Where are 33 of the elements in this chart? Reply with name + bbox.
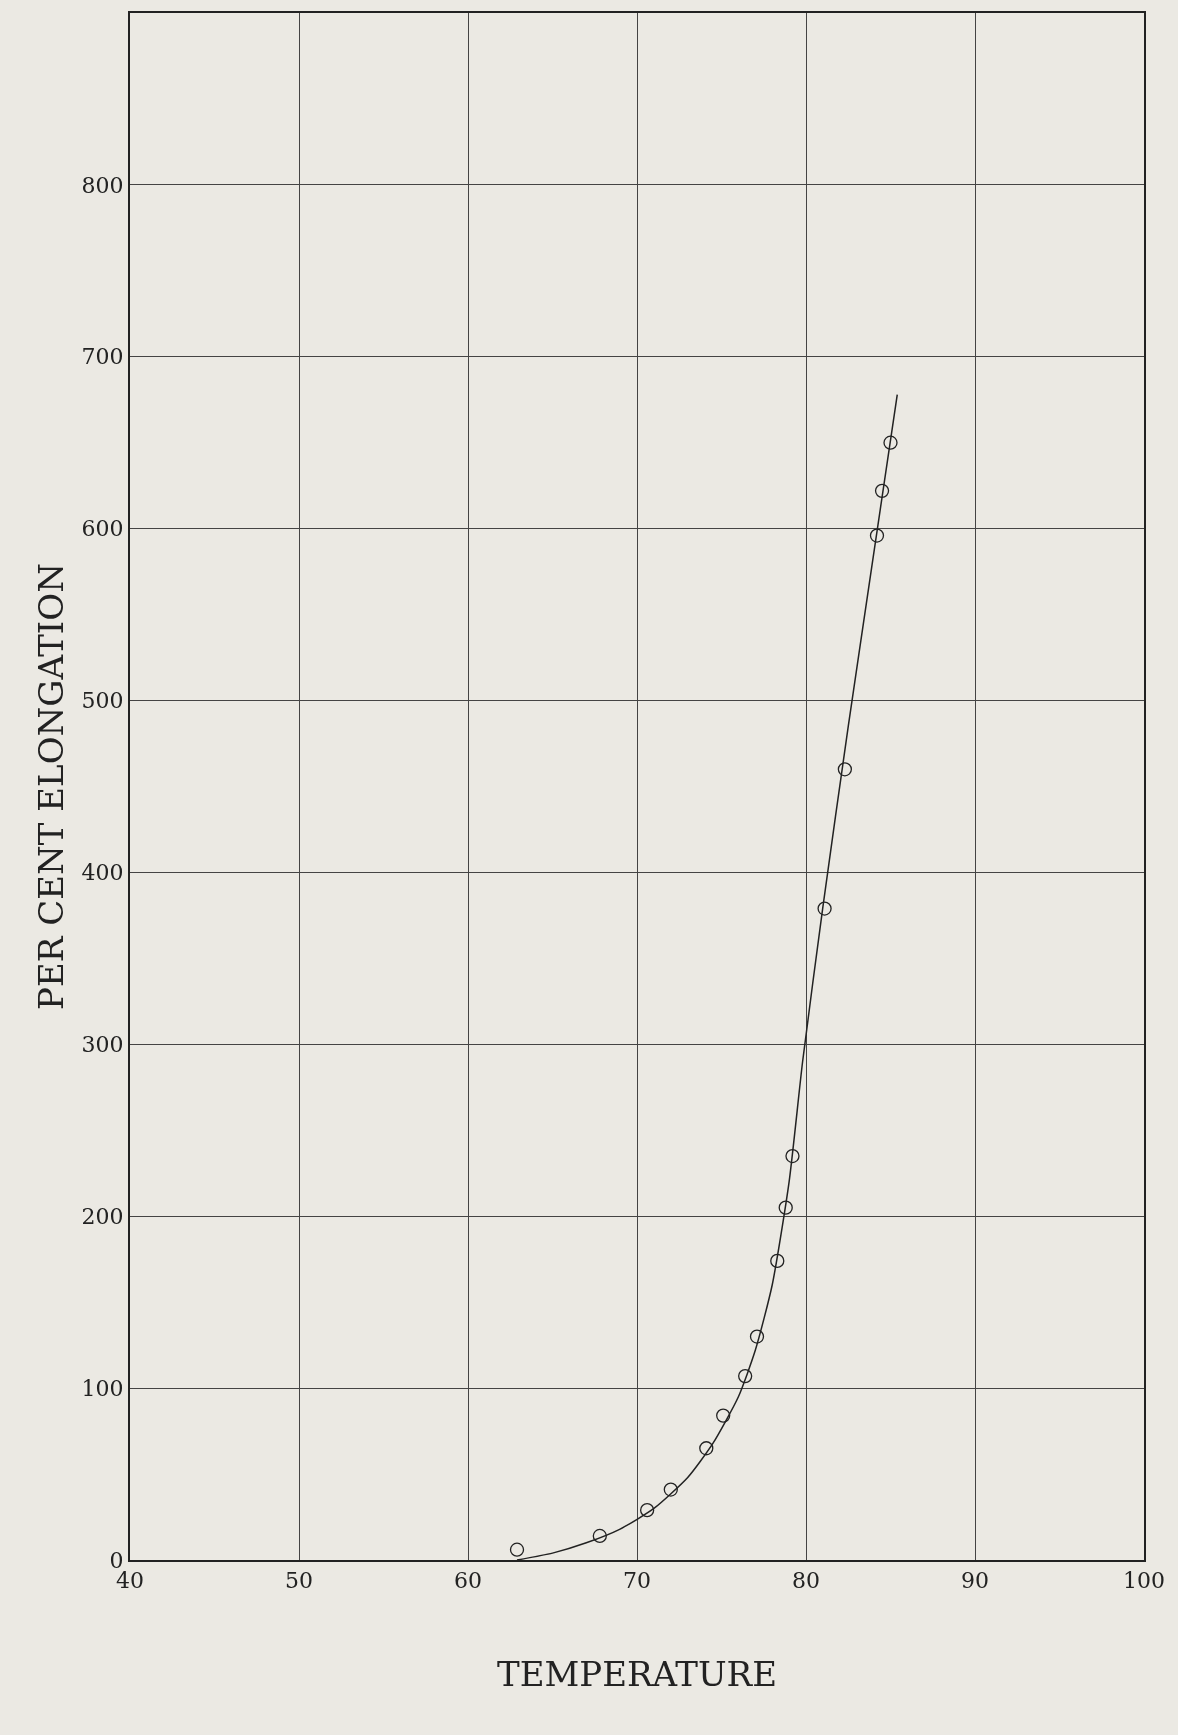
y-tick-label: 200 <box>81 1203 124 1229</box>
x-tick-label: 90 <box>961 1568 989 1594</box>
point <box>778 1200 793 1215</box>
x-tick-label: 100 <box>1123 1568 1165 1594</box>
x-tick-label: 60 <box>454 1568 482 1594</box>
point <box>509 1542 525 1557</box>
y-tick-label: 500 <box>81 688 124 714</box>
y-tick-label: 100 <box>81 1375 124 1401</box>
point <box>640 1503 655 1518</box>
x-tick-label: 80 <box>792 1568 820 1594</box>
point <box>874 483 890 498</box>
point <box>592 1528 607 1544</box>
point <box>716 1408 731 1423</box>
y-tick-label: 800 <box>81 172 124 198</box>
point <box>869 528 885 543</box>
x-axis-title: TEMPERATURE <box>496 1654 778 1695</box>
point <box>817 901 832 916</box>
y-tick-label: 600 <box>81 516 124 542</box>
y-tick-label: 300 <box>81 1032 124 1058</box>
point <box>699 1441 714 1456</box>
point <box>749 1329 765 1344</box>
x-tick-label: 40 <box>116 1568 144 1594</box>
x-tick-label: 70 <box>623 1568 651 1594</box>
y-tick-label: 700 <box>81 344 124 370</box>
point <box>663 1482 678 1497</box>
y-tick-label: 400 <box>81 860 124 886</box>
point <box>837 762 853 777</box>
point <box>770 1253 785 1269</box>
x-tick-label: 50 <box>285 1568 313 1594</box>
point <box>738 1368 753 1384</box>
point <box>785 1148 800 1164</box>
point <box>883 435 898 450</box>
y-axis-title: PER CENT ELONGATION <box>30 563 71 1010</box>
